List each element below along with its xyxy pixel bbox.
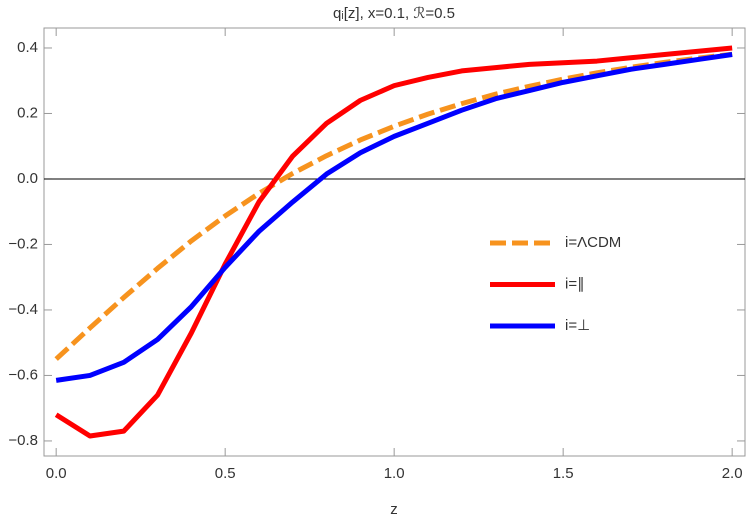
x-tick-label: 0.0 [46,465,67,482]
chart-title: qᵢ[z], x=0.1, ℛ=0.5 [333,5,455,22]
legend-label: i=⊥ [565,317,590,334]
data-line [54,51,733,361]
x-axis-label: z [390,501,398,518]
x-tick-label: 0.5 [215,465,236,482]
y-tick-label: 0.0 [17,170,38,187]
y-tick-label: −0.4 [8,301,38,318]
y-tick-label: 0.2 [17,104,38,121]
y-tick-label: 0.4 [17,39,38,56]
x-tick-label: 2.0 [722,465,743,482]
x-tick-label: 1.5 [553,465,574,482]
x-tick-label: 1.0 [384,465,405,482]
data-line [55,52,733,383]
legend-label: i=∥ [565,275,585,292]
legend-label: i=ΛCDM [565,234,621,251]
y-tick-label: −0.6 [8,366,38,383]
y-tick-label: −0.8 [8,432,38,449]
data-line [54,45,733,439]
y-tick-label: −0.2 [8,235,38,252]
plot-frame [43,27,746,457]
